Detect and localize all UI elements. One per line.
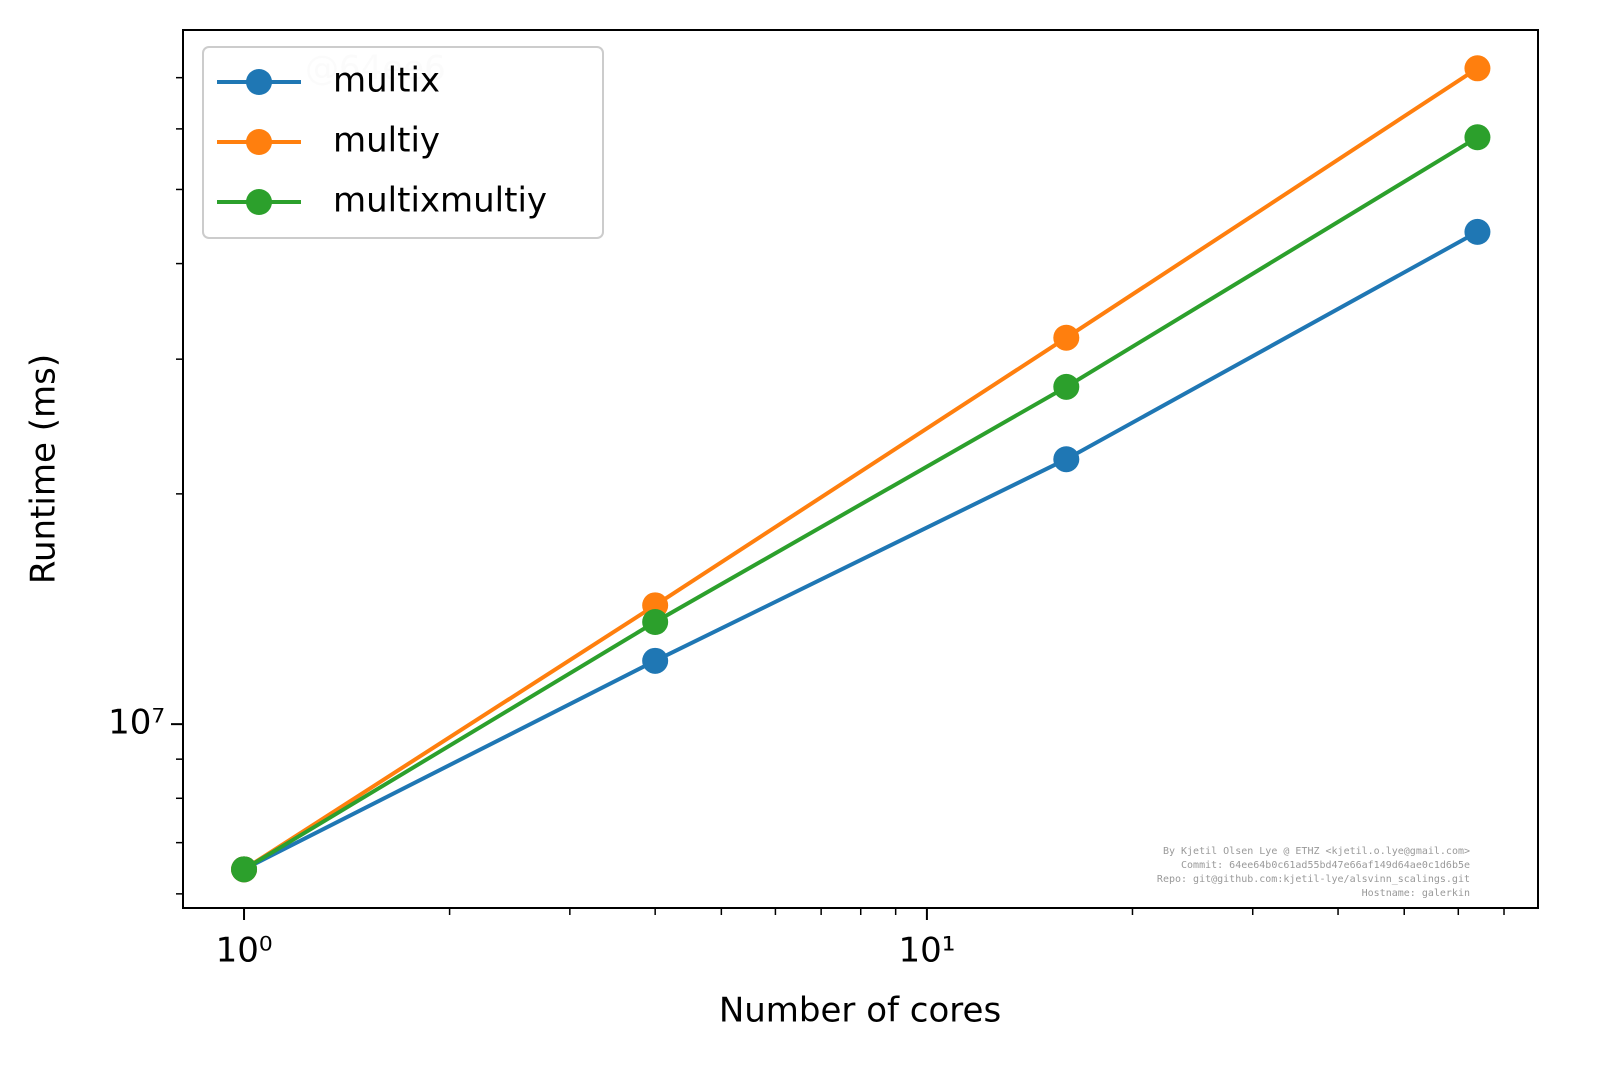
point [1053,373,1080,400]
legend-marker [246,69,272,95]
point [231,856,258,883]
x-tick-label: 10¹ [898,931,955,971]
point [1053,324,1080,351]
annotation: By Kjetil Olsen Lye @ ETHZ <kjetil.o.lye… [1163,846,1470,857]
series-line [243,230,1479,872]
legend-marker [246,129,272,155]
annotation: Repo: git@github.com:kjetil-lye/alsvinn_… [1157,874,1470,885]
series-line [242,66,1479,872]
legend-label: multiy [333,121,440,161]
point [642,608,669,635]
point [1464,55,1491,82]
legend-box [202,46,604,239]
y-axis-label: Runtime (ms) [24,354,64,584]
annotation: Commit: 64ee64b0c61ad55bd47e66af149d64ae… [1181,860,1470,871]
x-tick-label: 10⁰ [216,931,273,971]
point [1464,218,1491,245]
x-axis-label: Number of cores [719,991,1001,1031]
legend-label: multixmultiy [333,181,547,221]
legend-label: multix [333,61,440,101]
series-line [243,135,1479,872]
plot-frame [182,29,1539,909]
y-tick-label: 10⁷ [108,703,165,743]
point [642,647,669,674]
point [1053,446,1080,473]
legend-marker [246,189,272,215]
annotation: Hostname: galerkin [1362,888,1470,899]
point [1464,124,1491,151]
